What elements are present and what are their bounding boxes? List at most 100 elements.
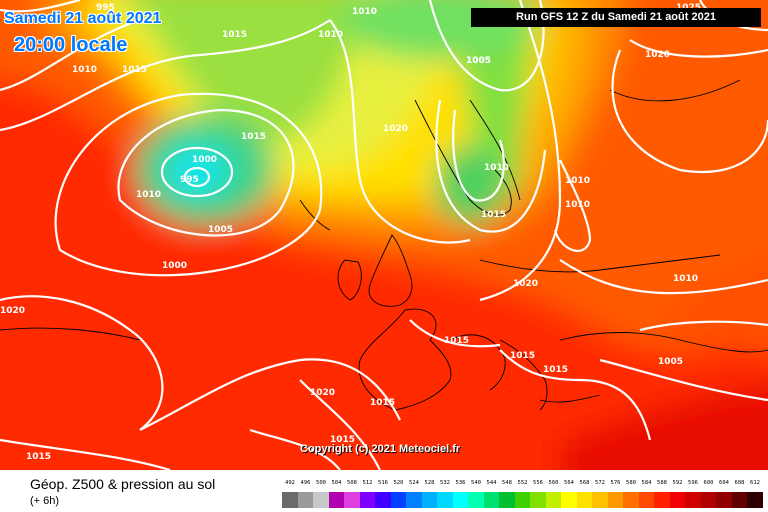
legend-swatch [716,492,732,508]
pressure-label: 1005 [658,357,683,367]
pressure-label: 1015 [222,30,247,40]
footer-title: Géop. Z500 & pression au sol [30,476,216,492]
legend-swatch [452,492,469,508]
legend-label: 548 [502,480,512,486]
pressure-label: 1010 [352,7,377,17]
pressure-label: 1015 [26,452,51,462]
pressure-label: 995 [96,3,115,13]
pressure-label: 1015 [122,65,147,75]
pressure-label: 1005 [466,56,491,66]
legend-label: 600 [703,480,714,486]
legend-swatch [375,492,391,508]
legend-label: 564 [564,480,574,486]
pressure-label: 1020 [0,306,25,316]
legend-item: 560 [545,480,562,510]
legend-footer: Géop. Z500 & pression au sol (+ 6h) 492 4… [0,470,768,512]
time-label: 20:00 locale [14,34,128,56]
legend-label: 580 [626,480,636,486]
legend-label: 588 [657,480,667,486]
legend-swatch [359,492,376,508]
copyright-text: Copyright (c) 2021 Meteociel.fr [300,443,461,455]
legend-swatch [328,492,345,508]
legend-swatch [731,492,748,508]
pressure-label: 1000 [192,155,217,165]
legend-swatch [747,492,763,508]
legend-item: 496 [297,480,314,510]
weather-map: 995 1010 1015 1010 1005 1020 1015 1000 9… [0,0,768,470]
pressure-label: 1010 [318,30,343,40]
pressure-label: 1010 [484,163,509,173]
pressure-label: 1010 [565,176,590,186]
legend-swatch [654,492,670,508]
legend-item: 592 [669,480,686,510]
legend-swatch [514,492,531,508]
legend-item: 492 [282,480,298,510]
pressure-label: 1020 [310,388,335,398]
pressure-label: 1005 [208,225,233,235]
legend-item: 564 [561,480,577,510]
legend-item: 528 [421,480,438,510]
pressure-label: 1015 [330,435,355,445]
legend-swatch [623,492,639,508]
legend-item: 600 [700,480,717,510]
legend-item: 520 [390,480,407,510]
legend-item: 500 [313,480,329,510]
legend-item: 536 [452,480,469,510]
legend-label: 552 [517,480,528,486]
legend-label: 532 [440,480,450,486]
legend-item: 544 [483,480,500,510]
legend-label: 568 [579,480,590,486]
legend-item: 568 [576,480,593,510]
legend-item: 524 [406,480,422,510]
legend-item: 608 [731,480,748,510]
legend-swatch [406,492,422,508]
legend-label: 572 [595,480,605,486]
pressure-label: 1015 [481,210,506,220]
legend-item: 576 [607,480,624,510]
legend-label: 492 [285,480,295,486]
legend-label: 592 [672,480,683,486]
legend-item: 556 [530,480,546,510]
legend-item: 572 [592,480,608,510]
footer-subtitle: (+ 6h) [30,495,60,507]
legend-label: 500 [316,480,326,486]
legend-label: 560 [548,480,559,486]
pressure-label: 995 [180,175,199,185]
legend-label: 608 [734,480,745,486]
legend-label: 528 [424,480,435,486]
legend-label: 596 [688,480,698,486]
date-label: Samedi 21 août 2021 [4,10,162,27]
legend-item: 548 [499,480,515,510]
legend-label: 544 [486,480,497,486]
legend-swatch [421,492,438,508]
legend-swatch [437,492,453,508]
pressure-label: 1015 [510,351,535,361]
legend-item: 604 [716,480,732,510]
pressure-label: 1005 [466,56,491,66]
legend-item: 532 [437,480,453,510]
legend-swatch [545,492,562,508]
legend-item: 552 [514,480,531,510]
legend-swatch [483,492,500,508]
legend-swatch [669,492,686,508]
legend-swatch [344,492,360,508]
coastlines [0,79,768,411]
legend-label: 556 [533,480,543,486]
pressure-label: 1020 [513,279,538,289]
legend-label: 516 [378,480,388,486]
pressure-label: 1020 [645,50,670,60]
legend-swatch [576,492,593,508]
legend-swatch [282,492,298,508]
legend-swatch [313,492,329,508]
legend-swatch [638,492,655,508]
legend-label: 612 [750,480,760,486]
legend-swatch [607,492,624,508]
pressure-label: 1015 [370,398,395,408]
legend-item: 612 [747,480,763,510]
legend-label: 540 [471,480,481,486]
pressure-label: 1010 [72,65,97,75]
legend-label: 504 [331,480,342,486]
pressure-labels: 995 1010 1015 1010 1005 1020 1015 1000 9… [0,3,701,462]
pressure-label: 1020 [383,124,408,134]
legend-swatch [592,492,608,508]
